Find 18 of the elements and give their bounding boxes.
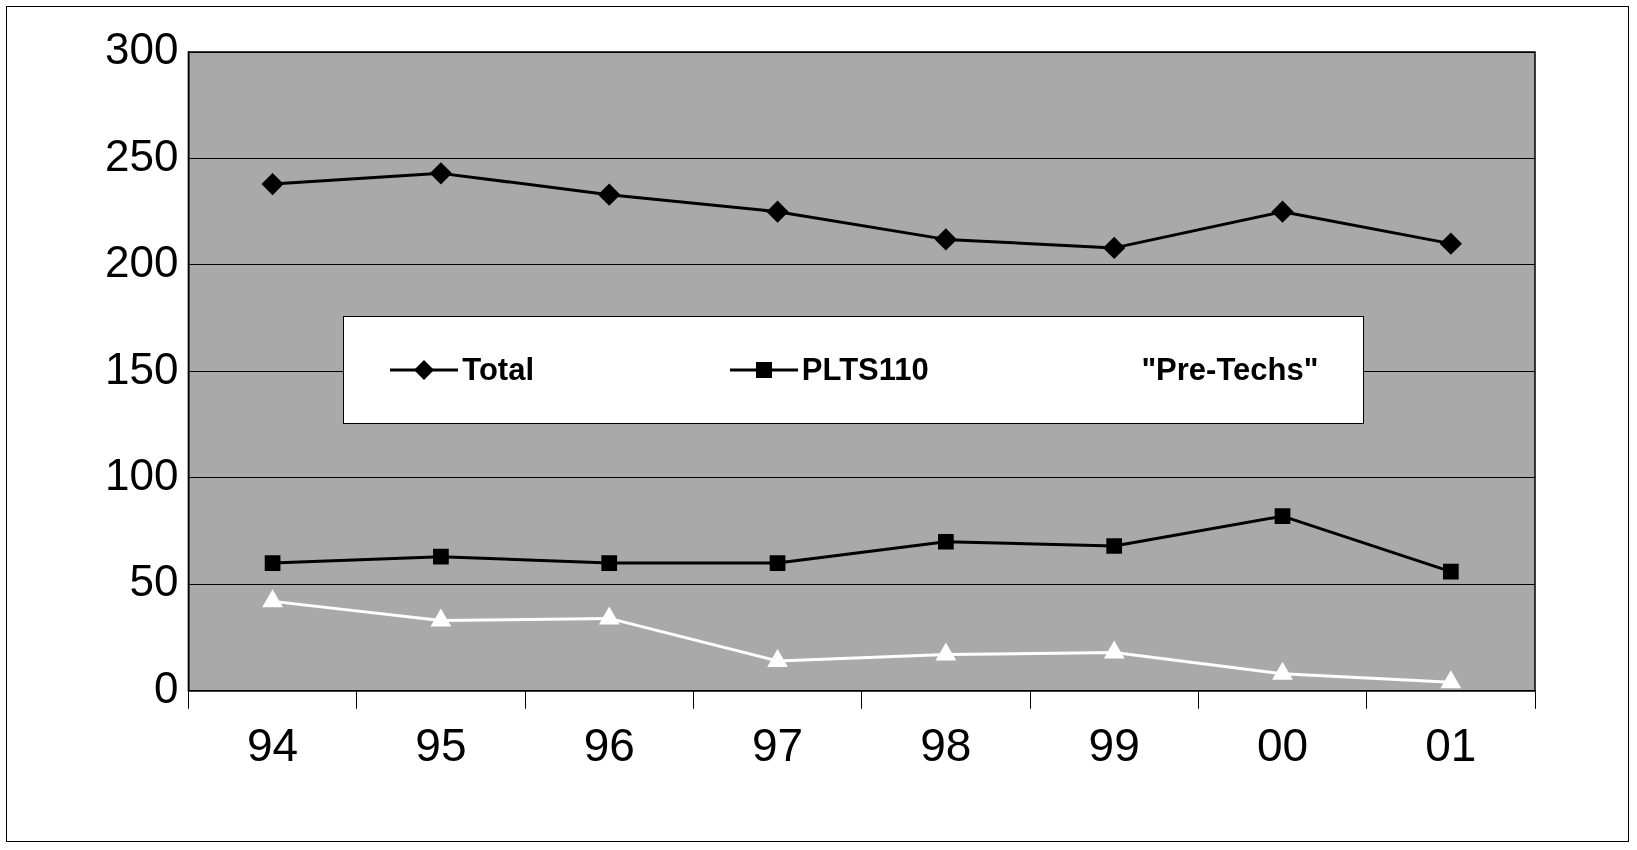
x-tick-label: 01 <box>1425 719 1477 772</box>
x-tick-label: 97 <box>751 719 804 772</box>
legend-label: Total <box>462 352 535 389</box>
x-tick-label: 95 <box>415 719 467 772</box>
legend-label: PLTS110 <box>801 352 929 389</box>
y-tick-label: 100 <box>104 450 179 500</box>
y-tick-label: 300 <box>104 24 179 74</box>
x-tick-label: 96 <box>583 719 635 772</box>
text: "Pre-Techs" <box>1141 352 1319 389</box>
x-tick-label: 00 <box>1256 719 1309 772</box>
y-tick-label: 150 <box>104 343 179 393</box>
x-tick-label: 98 <box>920 719 972 772</box>
y-tick-label: 50 <box>129 556 179 606</box>
x-tick-label: 94 <box>246 719 299 772</box>
y-tick-label: 250 <box>104 130 179 180</box>
y-tick-label: 0 <box>153 662 179 712</box>
y-tick-label: 200 <box>104 237 179 287</box>
x-tick-label: 99 <box>1088 719 1140 772</box>
